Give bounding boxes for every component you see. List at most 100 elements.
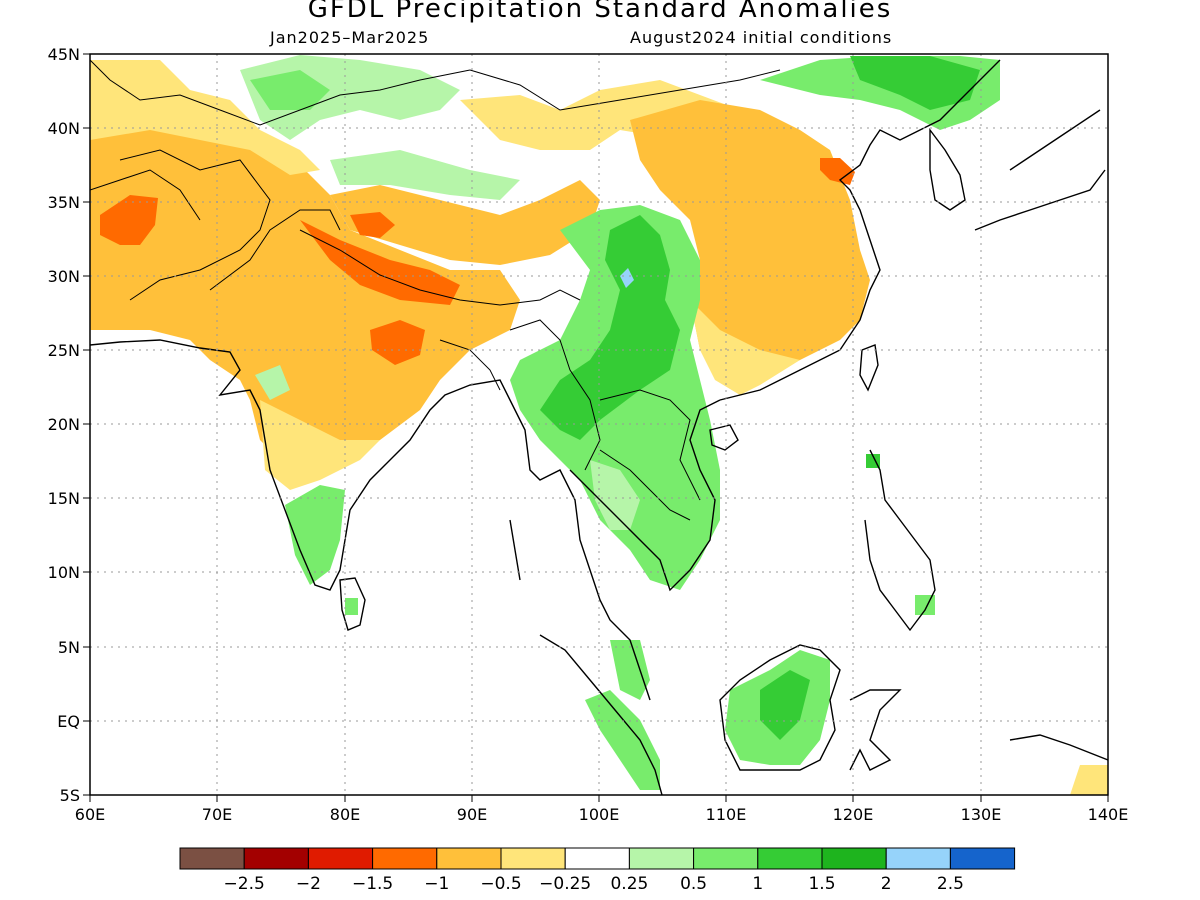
colorbar-label: −2.5: [224, 874, 265, 894]
lon-label: 130E: [961, 805, 1002, 824]
lon-label: 60E: [75, 805, 105, 824]
very-wet-borneo: [760, 670, 810, 740]
colorbar-swatch: [243, 847, 309, 870]
lat-label: 30N: [48, 267, 80, 286]
lon-label: 90E: [457, 805, 487, 824]
colorbar-swatch: [436, 847, 502, 870]
wet-region-philippines: [915, 595, 935, 615]
coastline-indochina: [569, 399, 721, 592]
very-wet-northeast-asia: [850, 56, 980, 110]
slight-wet-indochina: [590, 460, 640, 530]
wet-band-mongolia: [250, 70, 330, 110]
coastline-sumatra: [539, 634, 663, 795]
lon-label: 140E: [1088, 805, 1129, 824]
lat-label: 5N: [58, 638, 80, 657]
period-label: Jan2025–Mar2025: [270, 28, 430, 47]
dry-region-india-south: [260, 400, 380, 490]
wet-patch-india-south: [285, 485, 345, 585]
colorbar-swatch: [500, 847, 566, 870]
dry-spot-png: [1070, 765, 1108, 795]
lat-label: 40N: [48, 119, 80, 138]
lon-label: 120E: [833, 805, 874, 824]
strong-dry-patch-tibet: [350, 212, 395, 238]
dry-band-central-asia: [330, 180, 600, 265]
latitude-labels: 45N 40N 35N 30N 25N 20N 15N 10N 5N EQ 5S: [48, 45, 80, 805]
border-afghan: [119, 149, 271, 301]
colorbar-swatch: [179, 847, 245, 870]
longitude-labels: 60E 70E 80E 90E 100E 110E 120E 130E 140E: [75, 805, 1129, 824]
lat-label: EQ: [57, 712, 80, 731]
colorbar-swatch: [949, 847, 1016, 870]
colorbar-label: 2: [881, 874, 892, 894]
border-mongolia: [469, 69, 781, 111]
coastline-taiwan: [859, 344, 879, 392]
colorbar-labels: −2.5 −2 −1.5 −1 −0.5 −0.25 0.25 0.5 1 1.5 2 2.5: [224, 874, 964, 894]
dry-region-china-light: [690, 300, 800, 395]
lat-label: 25N: [48, 341, 80, 360]
initial-conditions-label: August2024 initial conditions: [630, 28, 893, 47]
tick-marks: [83, 53, 1109, 802]
colorbar-label: −1.5: [352, 874, 393, 894]
colorbar-swatch: [372, 847, 438, 870]
country-borders: [90, 59, 781, 521]
coastline-arabia-india: [90, 339, 651, 701]
colorbar-label: 1: [752, 874, 763, 894]
colorbar-label: −0.5: [480, 874, 521, 894]
colorbar-swatch: [885, 847, 951, 870]
lat-label: 20N: [48, 415, 80, 434]
border-pakistan: [209, 209, 341, 291]
coastline-hainan: [709, 424, 739, 451]
coastline-andaman: [509, 519, 521, 581]
border-india-bangladesh: [439, 339, 501, 391]
dry-region-china: [630, 100, 870, 390]
border-caspian-kazakh: [90, 59, 471, 126]
border-laos-vietnam: [599, 389, 701, 501]
coastlines: [90, 59, 1108, 795]
colorbar-label: 1.5: [808, 874, 835, 894]
colorbar: −2.5 −2 −1.5 −1 −0.5 −0.25 0.25 0.5 1 1.5 2 2.5: [179, 847, 1016, 894]
border-thailand-cambodia: [599, 449, 691, 521]
dry-region-west-light: [90, 60, 320, 175]
lon-label: 70E: [202, 805, 232, 824]
coastline-korea: [929, 127, 966, 211]
colorbar-label: −1: [424, 874, 449, 894]
colorbar-swatch: [307, 847, 374, 870]
colorbar-label: 0.25: [610, 874, 648, 894]
extreme-wet-spot: [620, 268, 634, 288]
colorbar-swatch: [693, 847, 759, 870]
strong-dry-patch-iran: [100, 195, 158, 245]
colorbar-swatch: [821, 847, 887, 870]
colorbar-label: −0.25: [539, 874, 591, 894]
strong-dry-patch-himalaya: [300, 220, 460, 305]
wet-region-malaya: [610, 640, 650, 700]
lat-label: 15N: [48, 489, 80, 508]
anomaly-shading: [90, 55, 1108, 795]
coastline-newguinea: [1009, 734, 1108, 761]
wet-patch-india-west: [255, 365, 290, 400]
lon-label: 100E: [579, 805, 620, 824]
gridlines: [90, 54, 1108, 795]
colorbar-label: 0.5: [680, 874, 707, 894]
coastline-philippines: [864, 449, 936, 632]
wet-region-sumatra: [585, 690, 660, 790]
very-wet-region-yunnan: [540, 215, 680, 440]
wet-patch-srilanka: [345, 598, 358, 615]
colorbar-swatch: [564, 847, 630, 870]
colorbar-swatch: [757, 847, 823, 870]
lat-label: 10N: [48, 563, 80, 582]
lat-label: 35N: [48, 193, 80, 212]
strong-dry-patch-ganges: [370, 320, 425, 365]
dry-region-west: [90, 110, 520, 470]
colorbar-label: −2: [296, 874, 321, 894]
colorbar-swatch: [628, 847, 695, 870]
strong-dry-patch-shandong: [820, 158, 855, 185]
coastline-srilanka: [339, 577, 366, 631]
colorbar-label: 2.5: [937, 874, 964, 894]
map-title: GFDL Precipitation Standard Anomalies: [307, 0, 893, 24]
lon-label: 110E: [706, 805, 747, 824]
lat-label: 5S: [60, 786, 80, 805]
lat-label: 45N: [48, 45, 80, 64]
coastline-sulawesi: [849, 689, 902, 771]
coastline-japan: [974, 109, 1106, 231]
